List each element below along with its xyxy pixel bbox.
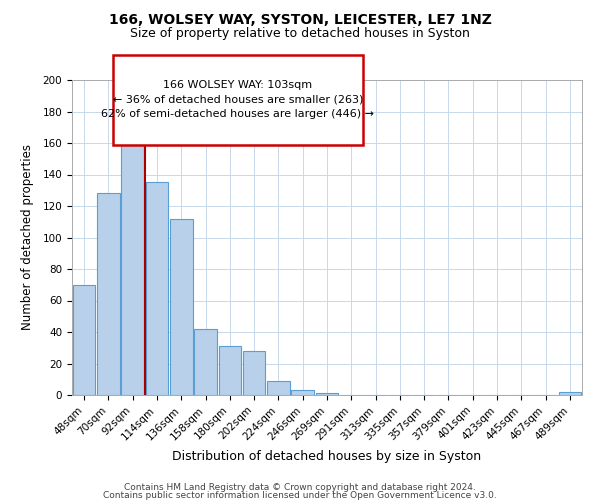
X-axis label: Distribution of detached houses by size in Syston: Distribution of detached houses by size … xyxy=(172,450,482,463)
Bar xyxy=(121,138,144,395)
Text: Contains public sector information licensed under the Open Government Licence v3: Contains public sector information licen… xyxy=(103,490,497,500)
Bar xyxy=(243,351,265,395)
Text: Size of property relative to detached houses in Syston: Size of property relative to detached ho… xyxy=(130,28,470,40)
Bar xyxy=(267,381,290,395)
Text: 166, WOLSEY WAY, SYSTON, LEICESTER, LE7 1NZ: 166, WOLSEY WAY, SYSTON, LEICESTER, LE7 … xyxy=(109,12,491,26)
Bar xyxy=(559,392,581,395)
Bar xyxy=(218,346,241,395)
Bar xyxy=(194,329,217,395)
FancyBboxPatch shape xyxy=(113,55,362,144)
Bar xyxy=(97,194,120,395)
Y-axis label: Number of detached properties: Number of detached properties xyxy=(21,144,34,330)
Bar xyxy=(292,390,314,395)
Bar xyxy=(316,394,338,395)
Text: Contains HM Land Registry data © Crown copyright and database right 2024.: Contains HM Land Registry data © Crown c… xyxy=(124,483,476,492)
Bar xyxy=(146,182,168,395)
Bar xyxy=(170,218,193,395)
Text: 166 WOLSEY WAY: 103sqm
← 36% of detached houses are smaller (263)
62% of semi-de: 166 WOLSEY WAY: 103sqm ← 36% of detached… xyxy=(101,80,374,120)
Bar xyxy=(73,285,95,395)
